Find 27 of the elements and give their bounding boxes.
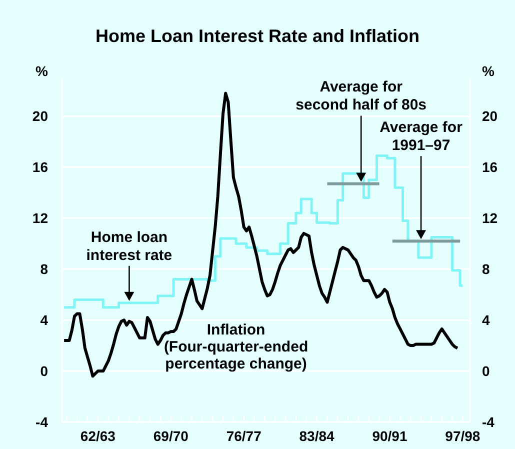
y2-tick-label: -4 [482,414,495,430]
y2-tick-label: 12 [482,210,498,226]
chart-title: Home Loan Interest Rate and Inflation [95,26,420,46]
x-tick-label: 62/63 [80,428,116,444]
annotation: Inflation (Four-quarter-ended percentage change) [164,321,308,372]
y-tick-label: 4 [40,312,48,328]
y-tick-label: 12 [32,210,48,226]
x-tick-label: 90/91 [372,428,408,444]
x-tick-label: 83/84 [299,428,335,444]
annotation: Home loan interest rate [86,228,172,264]
y2-tick-label: 4 [482,312,490,328]
y2-tick-label: 16 [482,159,498,176]
y2-tick-label: 0 [482,363,490,380]
y-axis-title: % [36,63,49,79]
annotation: Average for 1991–97 [380,119,463,154]
y2-tick-label: 8 [482,261,490,278]
y-tick-label: -4 [36,414,48,430]
y-tick-label: 20 [32,108,48,124]
y-tick-label: 0 [40,363,48,380]
y2-tick-label: 20 [482,108,498,124]
x-tick-label: 97/98 [445,428,480,444]
y-tick-label: 16 [32,159,48,176]
y-tick-label: 8 [40,261,48,278]
annotation: Average for second half of 80s [296,78,427,114]
y2-axis-title: % [482,63,495,79]
x-tick-label: 69/70 [153,428,189,444]
x-tick-label: 76/77 [226,428,262,444]
